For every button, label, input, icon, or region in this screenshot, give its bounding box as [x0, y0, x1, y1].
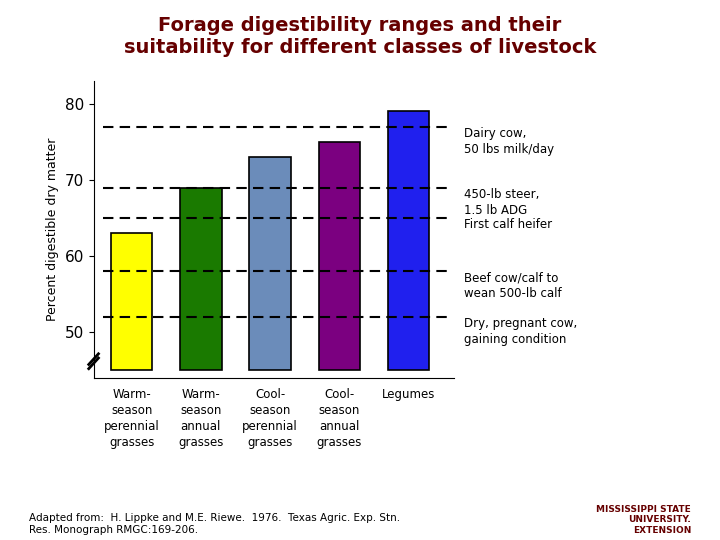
Text: Dairy cow,
50 lbs milk/day: Dairy cow, 50 lbs milk/day — [464, 127, 554, 156]
Bar — [249, 157, 291, 370]
Bar — [111, 233, 153, 370]
Text: Forage digestibility ranges and their
suitability for different classes of lives: Forage digestibility ranges and their su… — [124, 16, 596, 57]
Text: Dry, pregnant cow,
gaining condition: Dry, pregnant cow, gaining condition — [464, 317, 577, 346]
Bar — [318, 142, 360, 370]
Text: 450-lb steer,
1.5 lb ADG: 450-lb steer, 1.5 lb ADG — [464, 187, 540, 217]
Bar — [388, 111, 429, 370]
Text: First calf heifer: First calf heifer — [464, 218, 552, 231]
Text: Adapted from:  H. Lippke and M.E. Riewe.  1976.  Texas Agric. Exp. Stn.
Res. Mon: Adapted from: H. Lippke and M.E. Riewe. … — [29, 513, 400, 535]
Y-axis label: Percent digestible dry matter: Percent digestible dry matter — [46, 138, 59, 321]
Bar — [180, 187, 222, 370]
Text: MISSISSIPPI STATE
UNIVERSITY.
EXTENSION: MISSISSIPPI STATE UNIVERSITY. EXTENSION — [596, 505, 691, 535]
Text: Beef cow/calf to
wean 500-lb calf: Beef cow/calf to wean 500-lb calf — [464, 272, 562, 300]
